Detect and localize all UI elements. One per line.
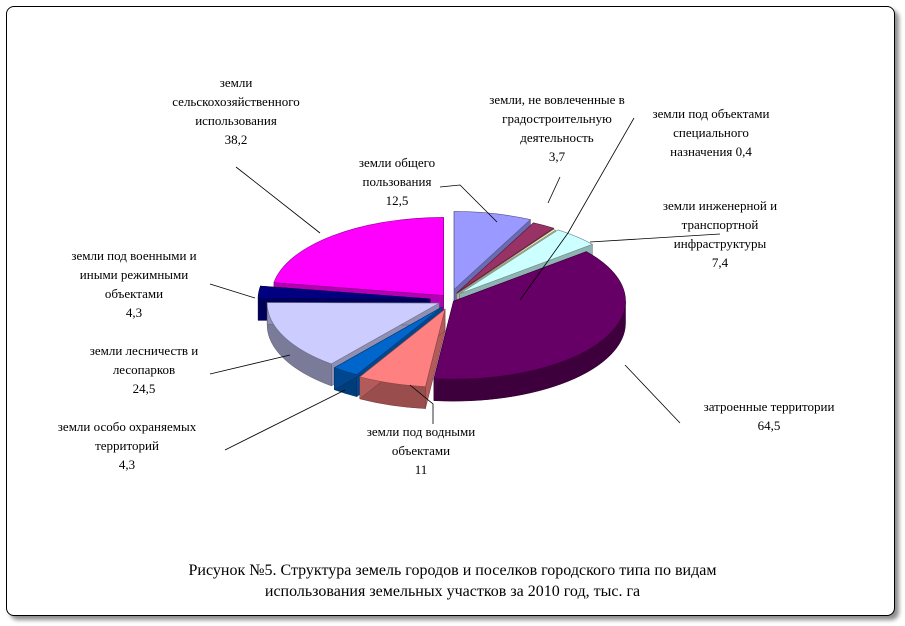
slice-label-9: земли сельскохозяйственного использования 3… <box>172 75 300 147</box>
caption-line-1: Рисунок №5. Структура земель городов и п… <box>188 562 717 579</box>
leader-line-6 <box>224 389 346 451</box>
chart-frame <box>6 6 895 616</box>
leader-line-7 <box>209 354 291 375</box>
pie-slices <box>257 211 626 409</box>
slice-label-3: земли инженерной и транспортной инфраструк… <box>663 198 777 270</box>
leader-line-4 <box>624 364 681 424</box>
slice-label-2: земли под объектами специального назначени… <box>653 106 770 159</box>
figure-caption: Рисунок №5. Структура земель городов и п… <box>100 560 805 602</box>
slice-2 <box>456 229 557 295</box>
slice-label-0: земли общего пользования 12,5 <box>359 155 435 208</box>
slice-1 <box>456 222 555 293</box>
caption-line-2: использования земельных участков за 2010… <box>264 583 641 600</box>
slice-7 <box>266 302 441 365</box>
slice-label-8: земли под военными и иными режимными объек… <box>71 248 196 320</box>
slice-label-6: земли особо охраняемых территорий 4,3 <box>58 419 197 472</box>
slice-labels: земли общего пользования 12,5 земли, не вов… <box>58 75 835 477</box>
slice-6 <box>333 306 443 376</box>
slice-label-1: земли, не вовлеченные в градостроительную… <box>489 92 625 164</box>
leader-line-3 <box>589 233 721 243</box>
slice-0 <box>453 211 532 291</box>
slice-9 <box>273 217 444 296</box>
slice-5 <box>359 308 446 387</box>
leader-line-2 <box>519 117 635 301</box>
slice-label-5: земли под водными объектами 11 <box>367 424 475 477</box>
leader-line-0 <box>439 184 498 223</box>
leader-line-1 <box>547 176 561 204</box>
leader-line-8 <box>209 283 256 299</box>
slice-label-7: земли лесничеств и лесопарков 24,5 <box>90 343 199 396</box>
leader-lines <box>209 117 721 451</box>
slice-4 <box>433 251 626 380</box>
leader-line-5 <box>409 384 434 424</box>
slice-8 <box>257 285 431 300</box>
slice-label-4: затроенные территории 64,5 <box>704 399 835 433</box>
leader-line-9 <box>235 166 321 234</box>
